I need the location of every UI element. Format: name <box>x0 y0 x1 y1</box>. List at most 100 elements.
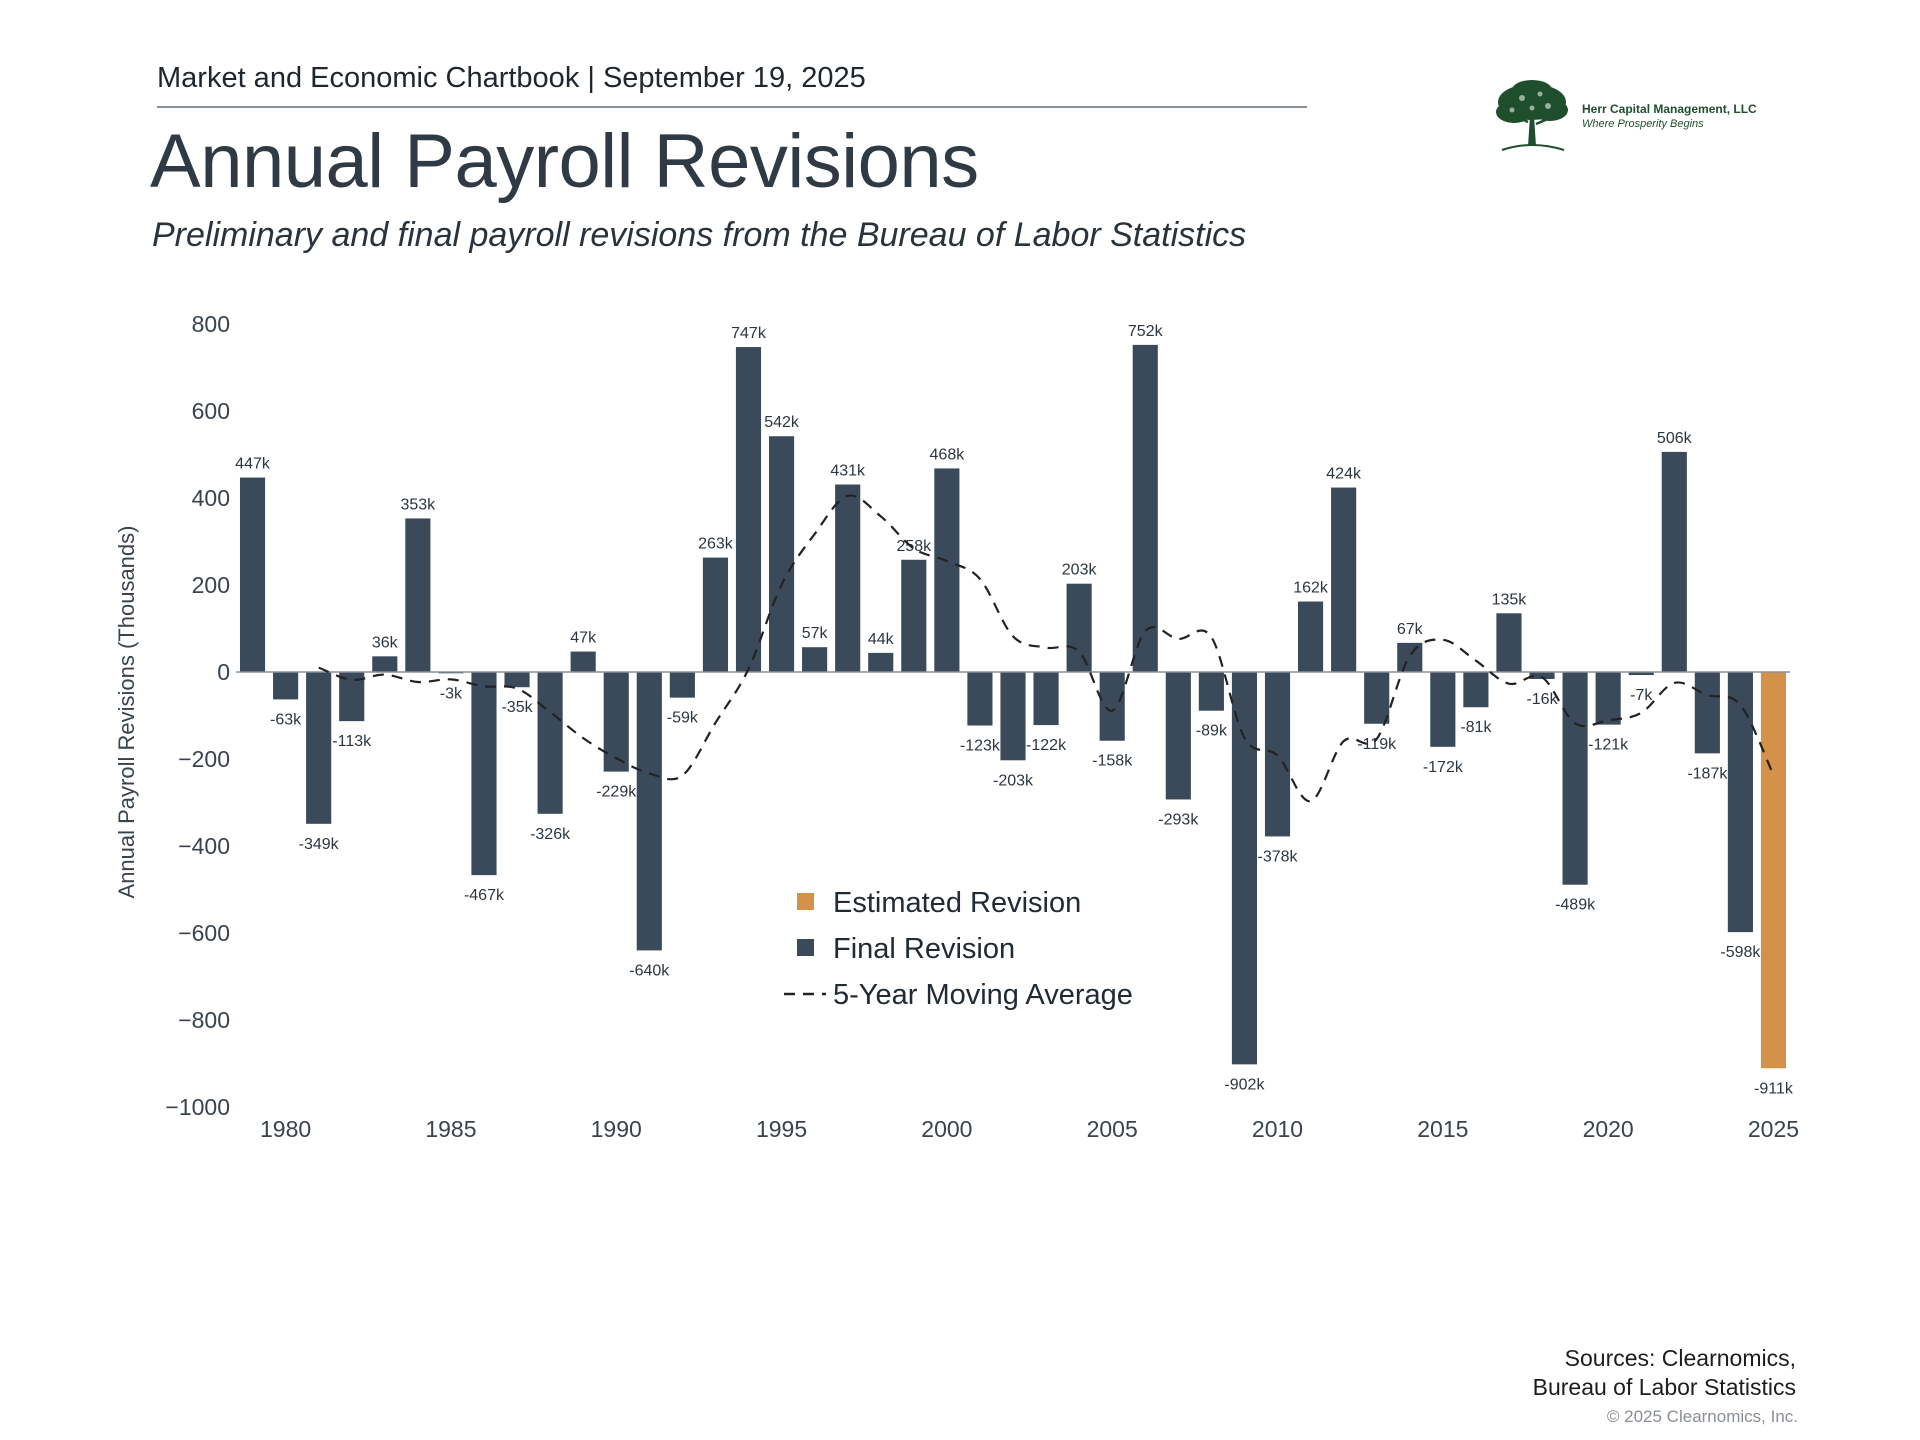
bar-label-1995: 542k <box>764 414 800 431</box>
x-tick-label: 1995 <box>756 1116 807 1142</box>
x-tick-label: 2000 <box>921 1116 972 1142</box>
copyright-note: © 2025 Clearnomics, Inc. <box>1606 1407 1798 1426</box>
bar-1992 <box>669 672 695 698</box>
sources-line-2: Bureau of Labor Statistics <box>1532 1374 1796 1400</box>
bar-label-1987: -35k <box>501 699 533 716</box>
bar-label-2004: 203k <box>1062 562 1098 579</box>
bar-2011 <box>1298 601 1324 672</box>
bar-1991 <box>636 672 662 951</box>
chartbook-header: Market and Economic Chartbook | Septembe… <box>157 62 866 94</box>
bar-label-2005: -158k <box>1092 753 1133 770</box>
bar-1998 <box>868 652 894 672</box>
bar-label-2003: -122k <box>1026 737 1067 754</box>
bar-label-1993: 263k <box>698 536 734 553</box>
legend-label-2: 5-Year Moving Average <box>833 979 1133 1011</box>
bar-label-2022: 506k <box>1657 430 1693 447</box>
bar-1989 <box>570 651 596 672</box>
bar-label-1981: -349k <box>299 836 340 853</box>
bar-1993 <box>702 557 728 672</box>
bar-label-2007: -293k <box>1158 811 1199 828</box>
x-tick-label: 2015 <box>1417 1116 1468 1142</box>
bar-2018 <box>1529 672 1555 679</box>
y-tick-label: −1000 <box>165 1094 230 1120</box>
bar-label-1984: 353k <box>400 496 436 513</box>
x-tick-label: 1980 <box>260 1116 311 1142</box>
x-tick-label: 2020 <box>1583 1116 1634 1142</box>
bar-label-1983: 36k <box>372 634 399 651</box>
bar-2015 <box>1430 672 1456 747</box>
bar-1994 <box>735 347 762 672</box>
bar-2009 <box>1231 672 1258 1065</box>
bar-1987 <box>504 672 530 688</box>
bar-label-2013: -119k <box>1357 736 1397 753</box>
company-logo: Herr Capital Management, LLC Where Prosp… <box>1492 76 1792 160</box>
page-title: Annual Payroll Revisions <box>150 119 979 204</box>
bar-label-2014: 67k <box>1397 621 1424 638</box>
bar-1981 <box>306 672 332 824</box>
bar-label-2021: -7k <box>1630 687 1653 704</box>
bar-label-2000: 468k <box>930 446 966 463</box>
bar-label-1989: 47k <box>570 630 597 647</box>
bar-label-1999: 258k <box>896 538 932 555</box>
y-axis-label: Annual Payroll Revisions (Thousands) <box>114 526 139 899</box>
bar-label-2009: -902k <box>1224 1076 1265 1093</box>
sources-note: Sources: Clearnomics, Bureau of Labor St… <box>1533 1344 1796 1402</box>
x-tick-label: 2005 <box>1087 1116 1138 1142</box>
moving-average-line <box>318 494 1775 803</box>
bar-label-2008: -89k <box>1196 723 1228 740</box>
x-tick-label: 1990 <box>591 1116 642 1142</box>
bar-2013 <box>1364 672 1390 724</box>
y-tick-label: −600 <box>178 920 230 946</box>
chart-legend: Estimated Revision Final Revision 5-Year M… <box>784 887 1133 1011</box>
bar-label-2015: -172k <box>1423 759 1464 776</box>
bar-data-labels: 447k -63k -349k -113k 36k 353k -3k -467k -35k -32… <box>235 323 1794 1097</box>
x-tick-label: 2025 <box>1748 1116 1799 1142</box>
y-axis: 800 600 400 200 0 −200 −400 −600 −800 −1000 <box>165 311 230 1120</box>
bar-label-1991: -640k <box>629 962 670 979</box>
bar-1986 <box>471 672 497 876</box>
bar-label-2017: 135k <box>1492 591 1528 608</box>
bar-1980 <box>273 672 299 700</box>
tree-icon <box>1496 80 1568 151</box>
bar-1999 <box>901 559 927 672</box>
bar-label-2019: -489k <box>1555 897 1596 914</box>
y-tick-label: 0 <box>217 659 230 685</box>
bar-1979 <box>239 477 266 672</box>
legend-label-1: Final Revision <box>833 933 1015 965</box>
bar-2008 <box>1198 672 1224 711</box>
bar-1988 <box>537 672 563 814</box>
bar-label-2001: -123k <box>960 738 1001 755</box>
bar-label-2006: 752k <box>1128 323 1164 340</box>
bar-label-1997: 431k <box>830 463 866 480</box>
bar-label-1998: 44k <box>868 631 895 648</box>
bar-2000 <box>934 468 960 672</box>
bar-label-2012: 424k <box>1326 466 1362 483</box>
bar-label-1988: -326k <box>530 826 571 843</box>
x-tick-label: 2010 <box>1252 1116 1303 1142</box>
x-axis: 1980 1985 1990 1995 2000 2005 2010 2015 2020 2025 <box>260 1116 1799 1142</box>
bar-2024 <box>1727 672 1753 933</box>
bar-label-2025: -911k <box>1754 1080 1794 1097</box>
header-divider <box>157 106 1307 108</box>
bar-label-2018: -16k <box>1526 691 1558 708</box>
bar-1996 <box>802 647 828 672</box>
bar-2002 <box>1000 672 1026 761</box>
bar-1984 <box>405 518 431 672</box>
bar-1983 <box>372 656 398 672</box>
bar-2006 <box>1132 344 1158 672</box>
y-tick-label: 600 <box>192 398 230 424</box>
bar-label-2020: -121k <box>1588 737 1629 754</box>
bar-2012 <box>1331 487 1357 672</box>
bar-2014 <box>1397 642 1423 672</box>
bar-2007 <box>1165 672 1191 800</box>
legend-label-0: Estimated Revision <box>833 887 1081 919</box>
bar-label-1990: -229k <box>596 784 637 801</box>
bar-label-2023: -187k <box>1687 765 1728 782</box>
bar-label-1986: -467k <box>464 887 505 904</box>
logo-tagline: Where Prosperity Begins <box>1582 118 1704 130</box>
bar-label-2010: -378k <box>1257 848 1298 865</box>
bar-label-1982: -113k <box>332 733 372 750</box>
bar-2022 <box>1661 451 1687 672</box>
y-tick-label: −200 <box>178 746 230 772</box>
